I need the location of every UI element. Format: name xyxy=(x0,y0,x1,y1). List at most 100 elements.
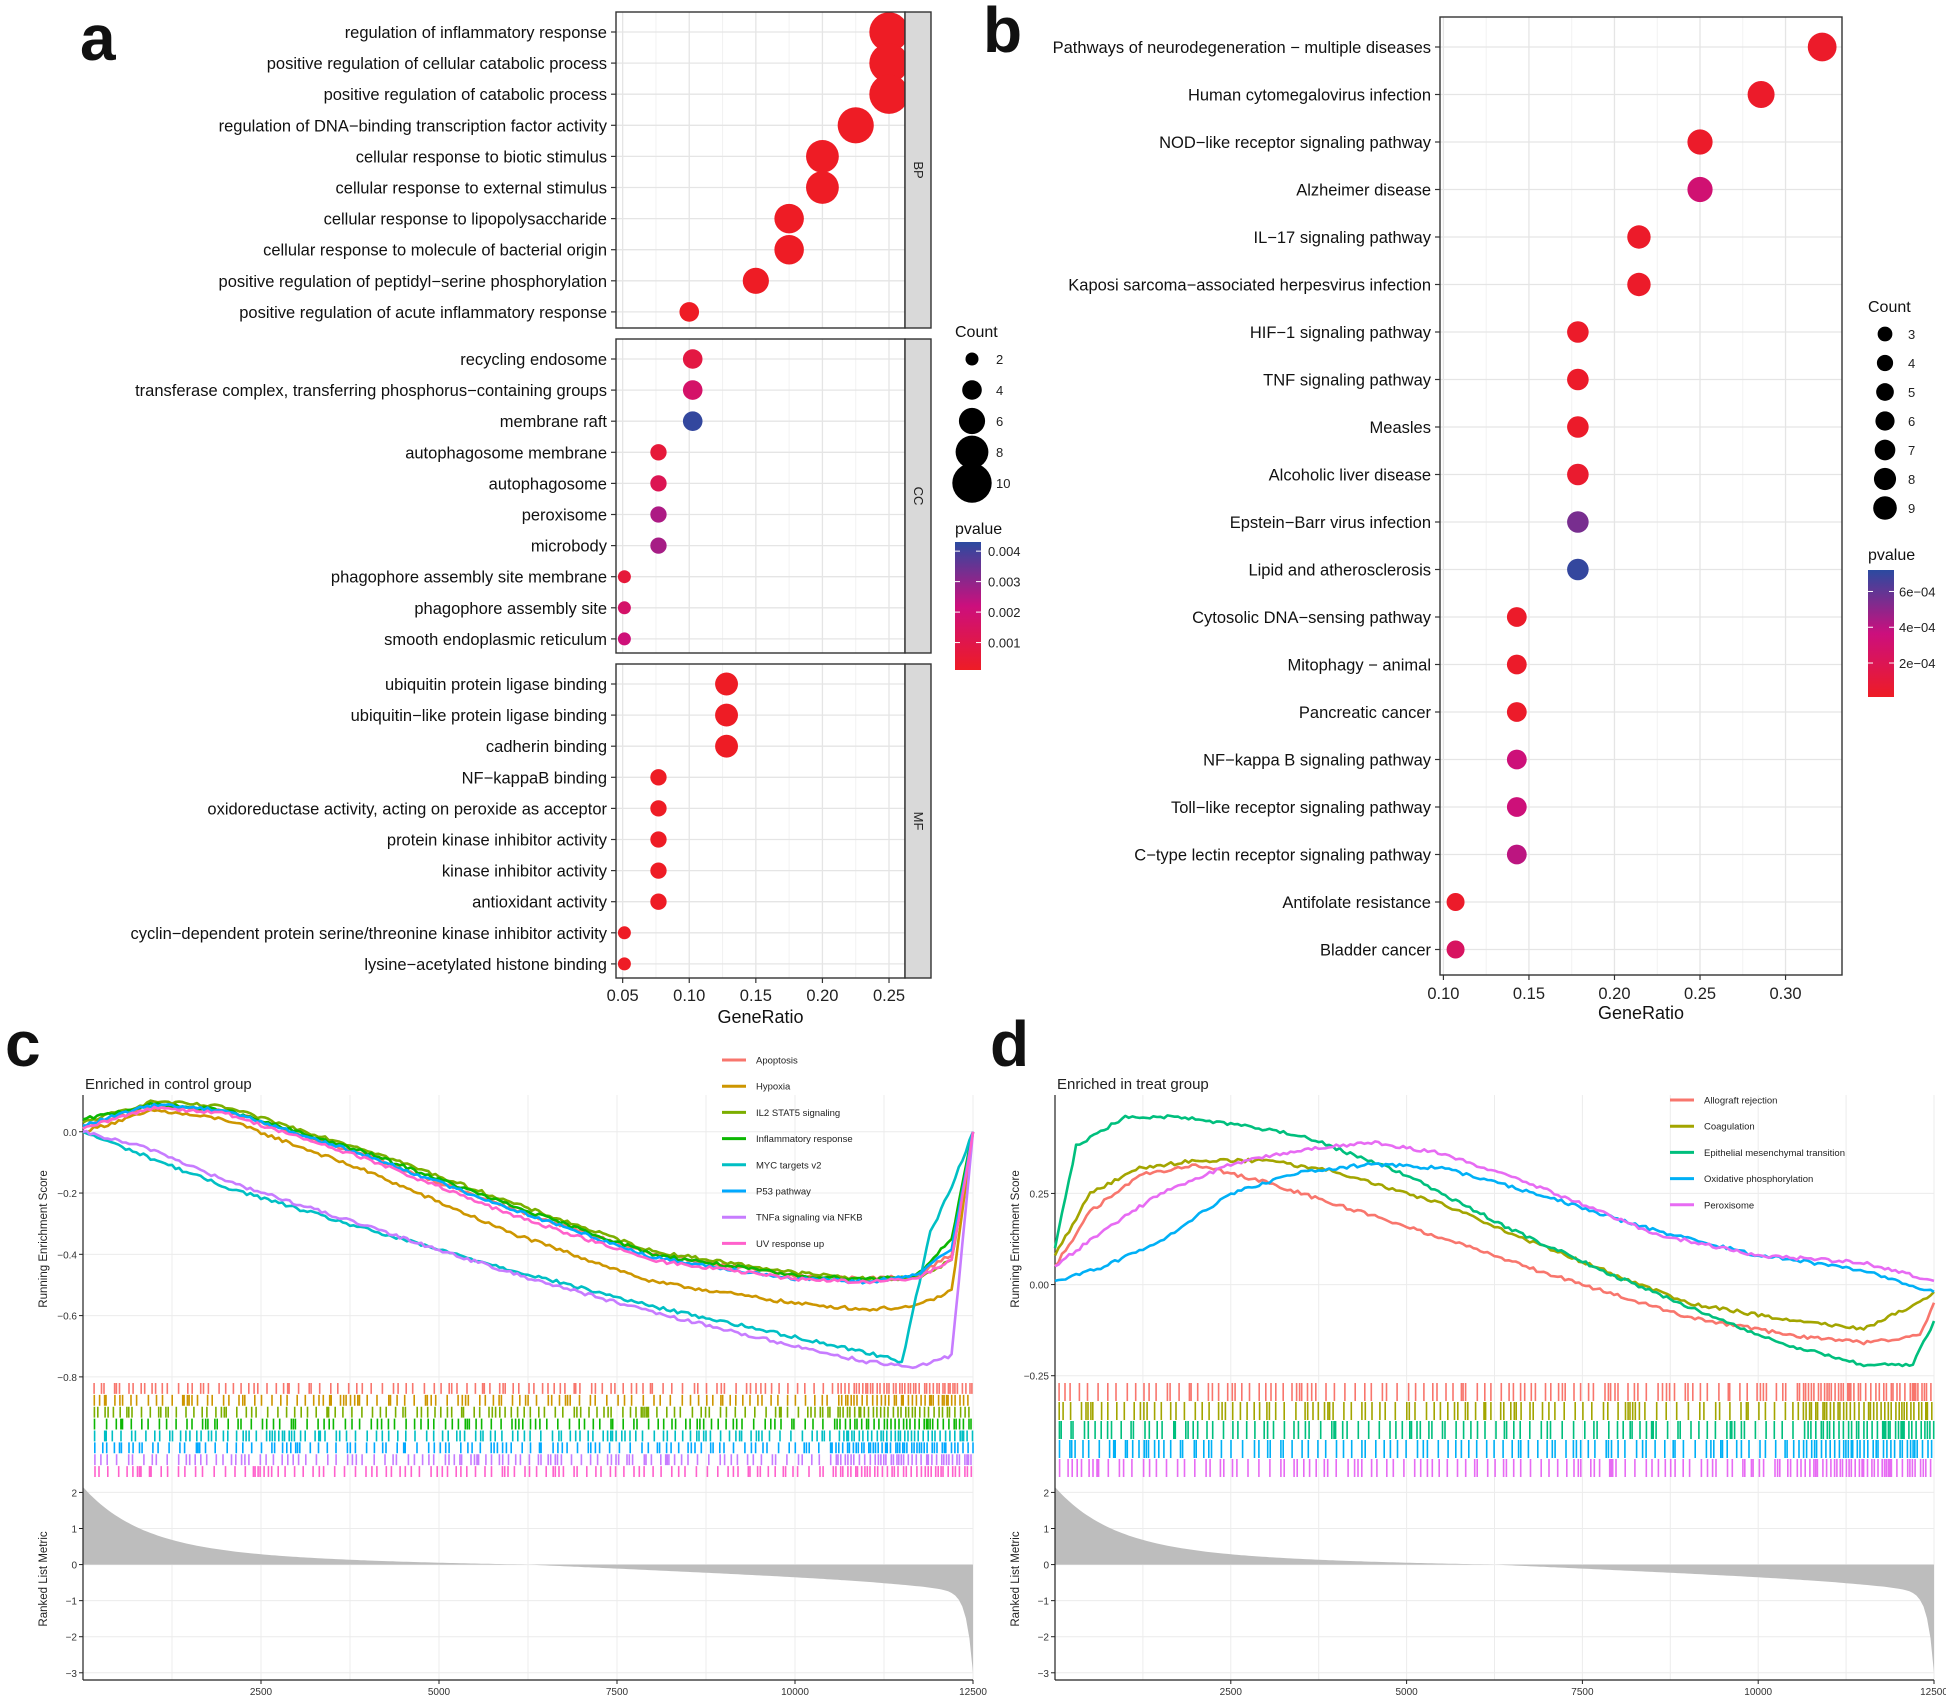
x-tick-label: 7500 xyxy=(1571,1687,1594,1698)
legend-count-label: 5 xyxy=(1908,385,1915,400)
term-label: ubiquitin protein ligase binding xyxy=(385,676,607,694)
y-tick-label: −0.25 xyxy=(1024,1372,1050,1383)
term-label: Alcoholic liver disease xyxy=(1269,467,1431,485)
es-line xyxy=(1054,1140,1935,1283)
legend-label: Apoptosis xyxy=(756,1056,798,1067)
term-label: IL−17 signaling pathway xyxy=(1253,229,1431,247)
legend-count-label: 6 xyxy=(1908,414,1915,429)
dot-point xyxy=(1567,368,1589,391)
legend-count-label: 4 xyxy=(1908,356,1915,371)
term-label: membrane raft xyxy=(500,413,608,431)
gene-hit-ticks xyxy=(94,1454,972,1466)
term-label: transferase complex, transferring phosph… xyxy=(135,382,607,400)
legend-label: MYC targets v2 xyxy=(756,1160,821,1171)
term-label: Bladder cancer xyxy=(1320,942,1431,960)
es-line xyxy=(1054,1162,1935,1294)
legend-count-dot xyxy=(1877,326,1893,342)
gsea-title: Enriched in control group xyxy=(85,1076,252,1093)
term-label: smooth endoplasmic reticulum xyxy=(384,631,607,649)
term-label: autophagosome membrane xyxy=(405,444,607,462)
facet-strip xyxy=(904,11,932,329)
legend-pvalue-colorbar xyxy=(1868,570,1894,697)
es-line xyxy=(1053,1157,1935,1331)
y-tick-label: 0.0 xyxy=(63,1128,77,1139)
x-tick-label: 5000 xyxy=(428,1687,451,1698)
legend-label: Hypoxia xyxy=(756,1082,791,1093)
legend-label: Peroxisome xyxy=(1704,1200,1754,1211)
legend-count-title: Count xyxy=(955,324,998,341)
y-axis-title-top: Running Enrichment Score xyxy=(1010,1170,1022,1307)
dot-point xyxy=(1446,893,1465,911)
gene-hit-ticks xyxy=(1058,1383,1932,1401)
legend-count-label: 9 xyxy=(1908,501,1915,516)
legend-pvalue-colorbar xyxy=(955,542,981,670)
dot-point xyxy=(679,302,700,322)
term-label: Antifolate resistance xyxy=(1282,894,1431,912)
dot-point xyxy=(1687,176,1713,203)
x-tick-label: 12500 xyxy=(959,1687,987,1698)
plot-background xyxy=(1440,17,1842,975)
term-label: Epstein−Barr virus infection xyxy=(1230,514,1431,532)
legend-label: Allograft rejection xyxy=(1704,1096,1777,1107)
legend-label: Oxidative phosphorylation xyxy=(1704,1174,1813,1185)
legend-pvalue-label: 0.001 xyxy=(988,636,1021,651)
dot-point xyxy=(650,800,667,817)
x-tick-label: 0.05 xyxy=(607,987,639,1005)
term-label: Mitophagy − animal xyxy=(1287,657,1431,675)
term-label: NOD−like receptor signaling pathway xyxy=(1159,134,1432,152)
dot-point xyxy=(1807,32,1837,62)
dot-point xyxy=(650,769,667,786)
legend-pvalue-label: 6e−04 xyxy=(1899,584,1936,599)
y-tick-label: −1 xyxy=(66,1597,78,1608)
dot-point xyxy=(869,74,909,114)
dot-point xyxy=(715,734,738,758)
term-label: lysine−acetylated histone binding xyxy=(364,956,607,974)
x-tick-label: 7500 xyxy=(606,1687,629,1698)
dot-point xyxy=(682,411,703,432)
x-tick-label: 0.25 xyxy=(873,987,905,1005)
legend-count-dot xyxy=(1873,467,1897,491)
dot-point xyxy=(806,171,839,204)
legend-pvalue-label: 4e−04 xyxy=(1899,620,1936,635)
panel-label-a: a xyxy=(80,2,116,74)
facet-strip xyxy=(904,663,932,979)
y-tick-label: −0.6 xyxy=(57,1312,77,1323)
legend-label: UV response up xyxy=(756,1239,824,1250)
plot-border xyxy=(1439,16,1843,976)
es-line xyxy=(82,1105,975,1285)
y-tick-label: −2 xyxy=(66,1633,78,1644)
y-tick-label: −1 xyxy=(1038,1597,1050,1608)
y-axis-title-bottom: Ranked List Metric xyxy=(38,1531,50,1626)
term-label: recycling endosome xyxy=(460,351,607,369)
gene-hit-ticks xyxy=(93,1430,974,1442)
legend-count-dot xyxy=(1875,411,1895,431)
dot-point xyxy=(1747,81,1775,108)
y-tick-label: 0.25 xyxy=(1030,1189,1050,1200)
term-label: ubiquitin−like protein ligase binding xyxy=(351,707,607,725)
legend-count-label: 3 xyxy=(1908,327,1915,342)
dot-point xyxy=(617,601,631,615)
y-tick-label: 0.00 xyxy=(1030,1281,1050,1292)
term-label: protein kinase inhibitor activity xyxy=(387,832,608,850)
dot-point xyxy=(617,957,631,971)
dot-point xyxy=(617,926,631,940)
dot-point xyxy=(1506,797,1527,817)
dot-point xyxy=(715,703,738,727)
term-label: Cytosolic DNA−sensing pathway xyxy=(1192,609,1432,627)
dot-point xyxy=(682,349,703,369)
dot-point xyxy=(650,831,667,848)
dot-point xyxy=(650,862,667,879)
dot-point xyxy=(715,672,738,696)
facet-strip-label: MF xyxy=(911,812,926,831)
term-label: Lipid and atherosclerosis xyxy=(1248,562,1431,580)
term-label: Pancreatic cancer xyxy=(1299,704,1432,722)
legend-label: Coagulation xyxy=(1704,1122,1755,1133)
legend-count-dot xyxy=(962,380,982,400)
legend-count-dot xyxy=(955,435,989,469)
dot-point xyxy=(650,537,667,554)
legend-label: Epithelial mesenchymal transition xyxy=(1704,1148,1845,1159)
y-tick-label: 1 xyxy=(71,1525,77,1536)
dot-point xyxy=(837,107,874,144)
y-tick-label: 2 xyxy=(1043,1488,1049,1499)
